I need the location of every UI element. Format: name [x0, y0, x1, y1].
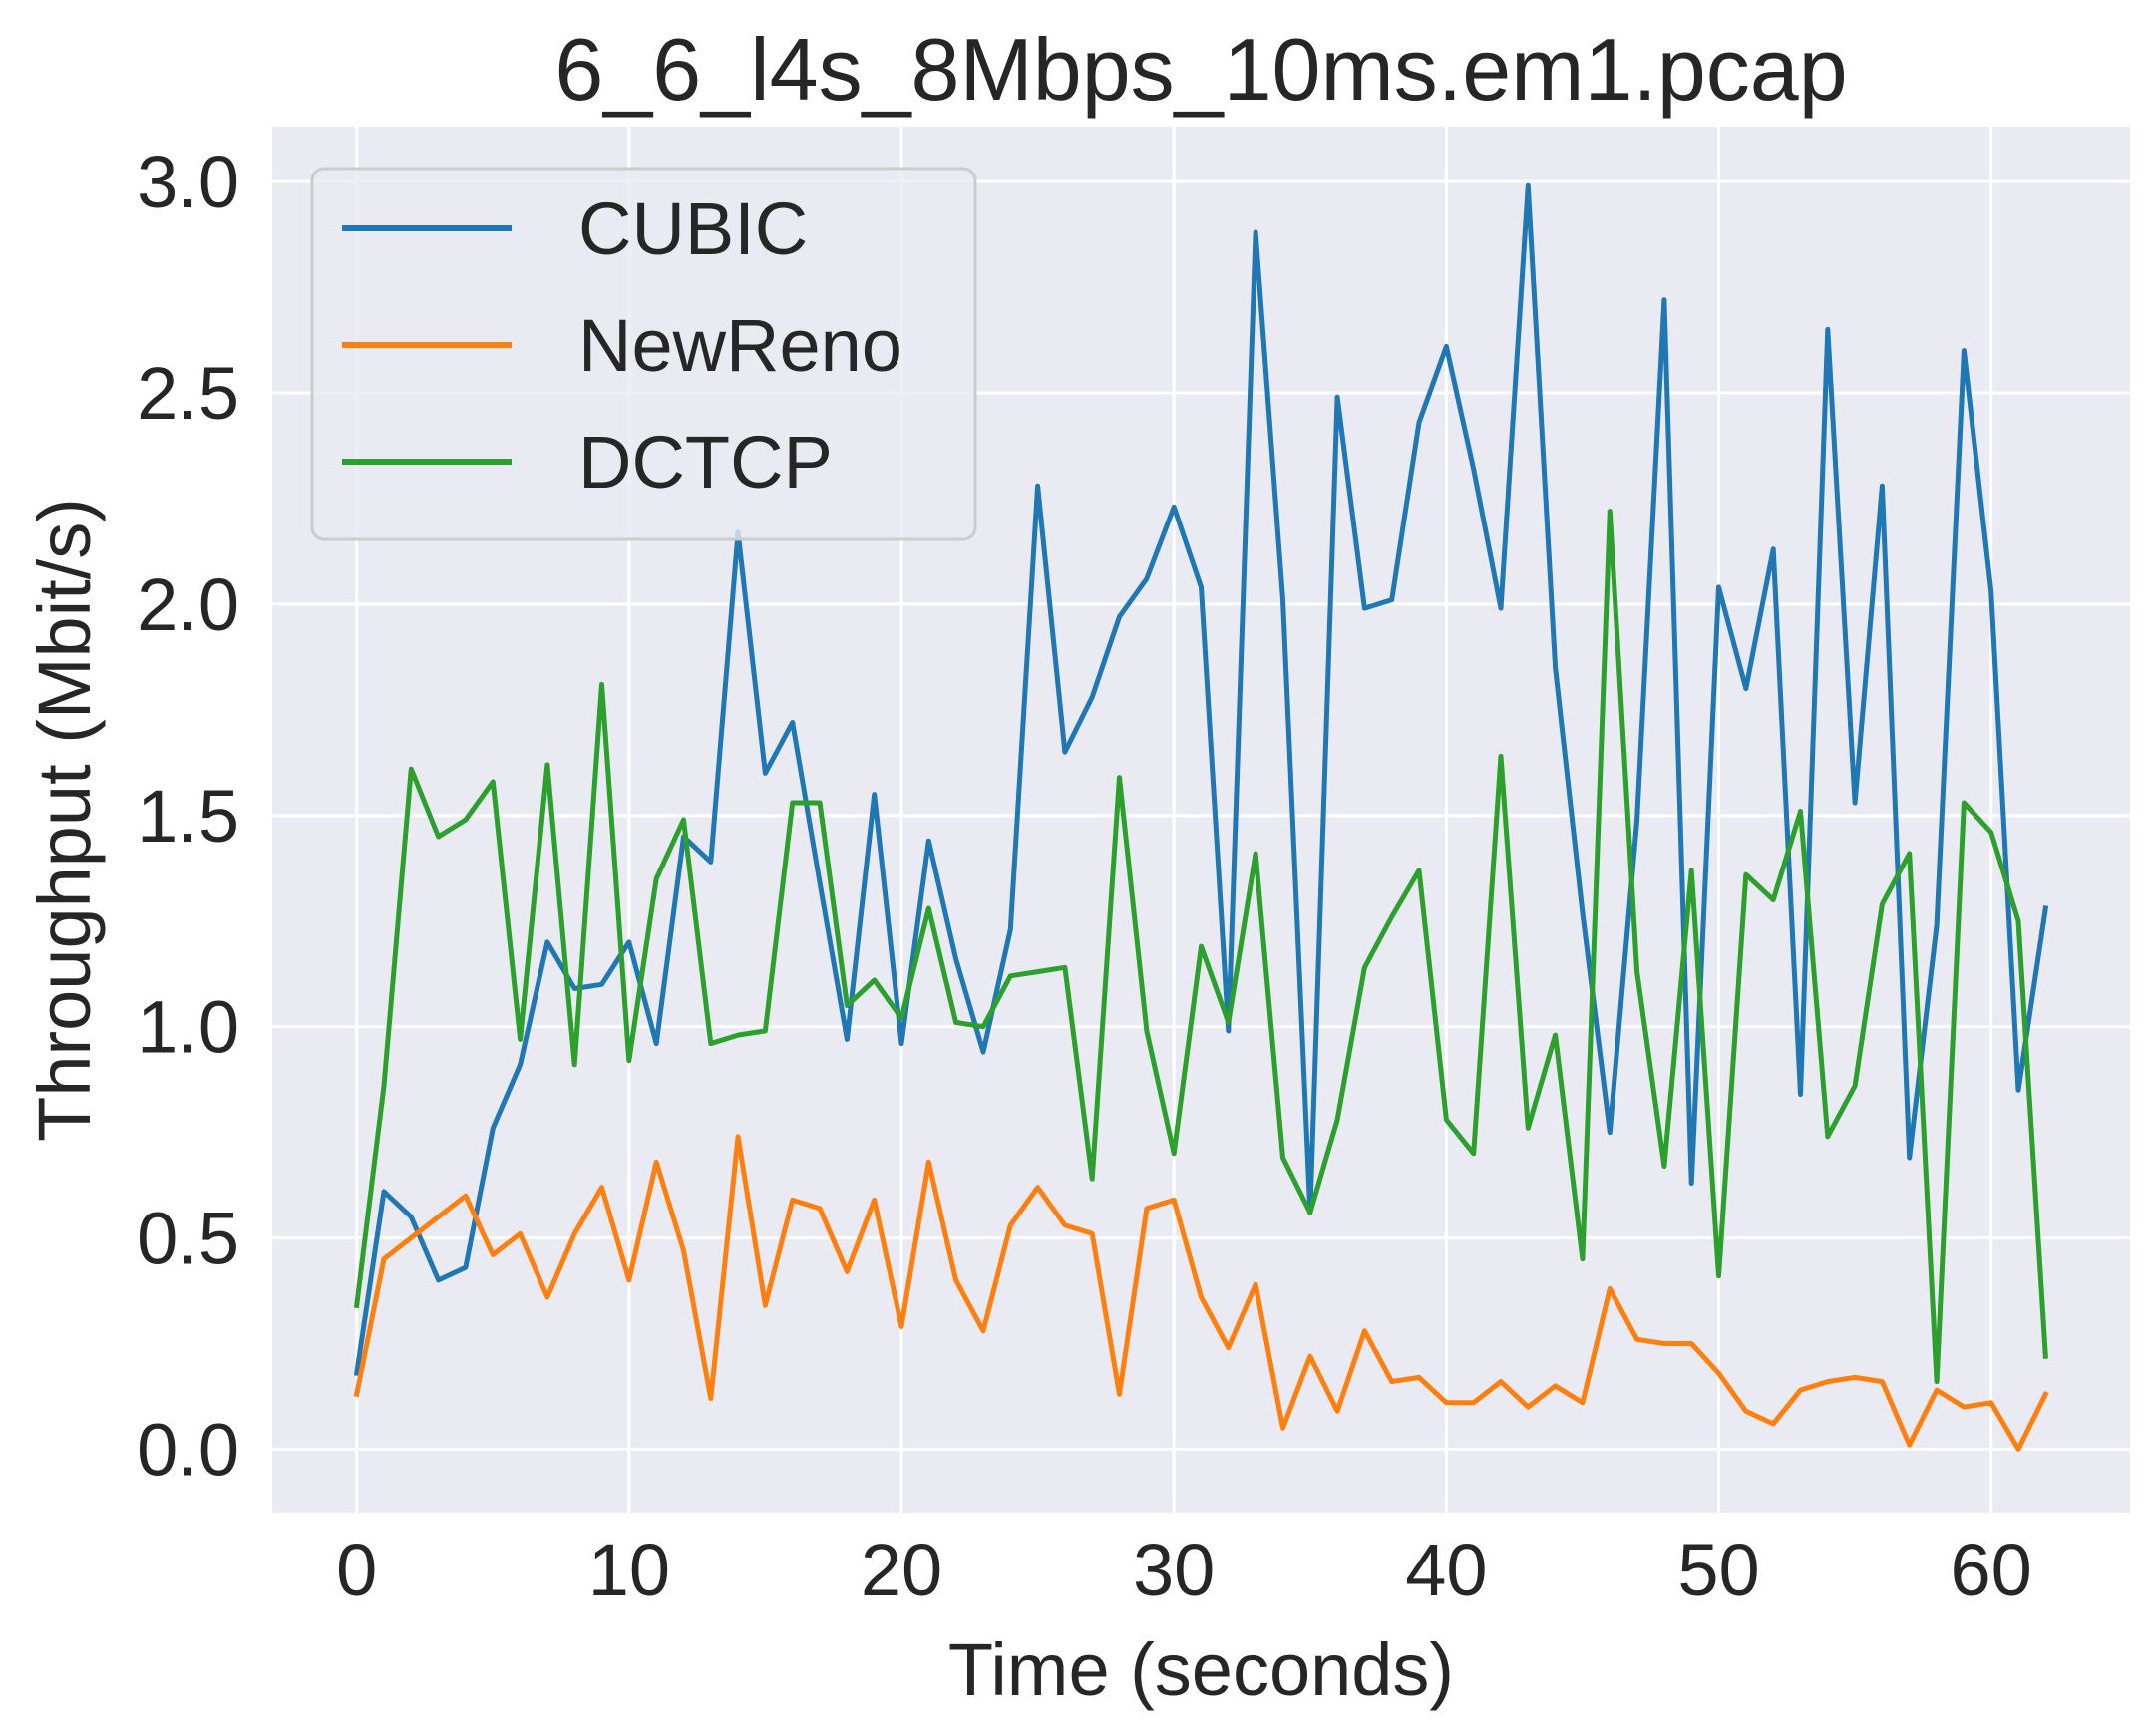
- series-line-dctcp: [353, 509, 2048, 1385]
- y-tick-label: 2.0: [137, 563, 239, 646]
- y-tick-label: 2.5: [137, 352, 239, 435]
- x-tick-label: 20: [861, 1529, 942, 1611]
- y-tick-label: 1.5: [137, 775, 239, 858]
- y-axis-ticks: 0.0 0.5 1.0 1.5 2.0 2.5 3.0: [137, 141, 239, 1491]
- x-axis-label: Time (seconds): [948, 1628, 1454, 1711]
- y-axis-label: Throughput (Mbit/s): [23, 498, 106, 1142]
- y-tick-label: 1.0: [137, 986, 239, 1069]
- legend: CUBIC NewReno DCTCP: [310, 167, 977, 541]
- x-tick-label: 60: [1951, 1529, 2032, 1611]
- series-line-newreno: [353, 1134, 2049, 1452]
- x-axis-ticks: 0 10 20 30 40 50 60: [336, 1529, 2032, 1611]
- x-tick-label: 0: [336, 1529, 377, 1611]
- y-tick-label: 0.5: [137, 1198, 239, 1280]
- legend-label-dctcp: DCTCP: [578, 421, 833, 504]
- chart-title: 6_6_l4s_8Mbps_10ms.em1.pcap: [554, 20, 1847, 119]
- legend-label-newreno: NewReno: [578, 304, 902, 387]
- y-tick-label: 3.0: [137, 141, 239, 223]
- x-tick-label: 30: [1133, 1529, 1215, 1611]
- legend-label-cubic: CUBIC: [578, 187, 808, 270]
- x-tick-label: 10: [588, 1529, 670, 1611]
- x-tick-label: 40: [1405, 1529, 1487, 1611]
- x-tick-label: 50: [1677, 1529, 1759, 1611]
- legend-box: [310, 167, 977, 541]
- series-line-cubic: [353, 182, 2049, 1377]
- series-group: [353, 182, 2049, 1452]
- y-tick-label: 0.0: [137, 1408, 239, 1491]
